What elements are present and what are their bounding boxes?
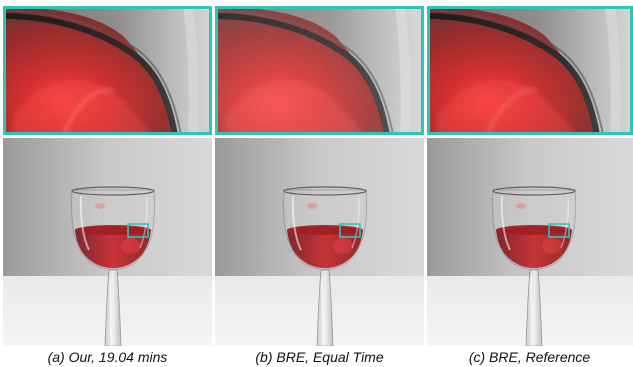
render-b (215, 138, 424, 346)
zoom-inset-b (215, 6, 424, 135)
wine-glass-render-c (427, 138, 633, 346)
zoom-inset-border-c (427, 6, 633, 135)
caption-b: (b) BRE, Equal Time (255, 349, 384, 365)
panel-c: (c) BRE, Reference (427, 0, 633, 367)
render-c (427, 138, 633, 346)
zoom-inset-image-c (427, 6, 633, 135)
caption-c: (c) BRE, Reference (468, 349, 591, 365)
zoom-inset-c (427, 6, 633, 135)
panel-b: (b) BRE, Equal Time (215, 0, 424, 367)
zoom-inset-border-a (3, 6, 212, 135)
zoom-inset-image-a (3, 6, 212, 135)
render-noise (215, 6, 424, 135)
render-a (3, 138, 212, 346)
zoom-inset-a (3, 6, 212, 135)
zoom-inset-image-b (215, 6, 424, 135)
wine-glass-render-a (3, 138, 212, 346)
panel-a: (a) Our, 19.04 mins (0, 0, 212, 367)
wine-glass-render-b (215, 138, 424, 346)
zoom-inset-border-b (215, 6, 424, 135)
caption-a: (a) Our, 19.04 mins (47, 349, 168, 365)
